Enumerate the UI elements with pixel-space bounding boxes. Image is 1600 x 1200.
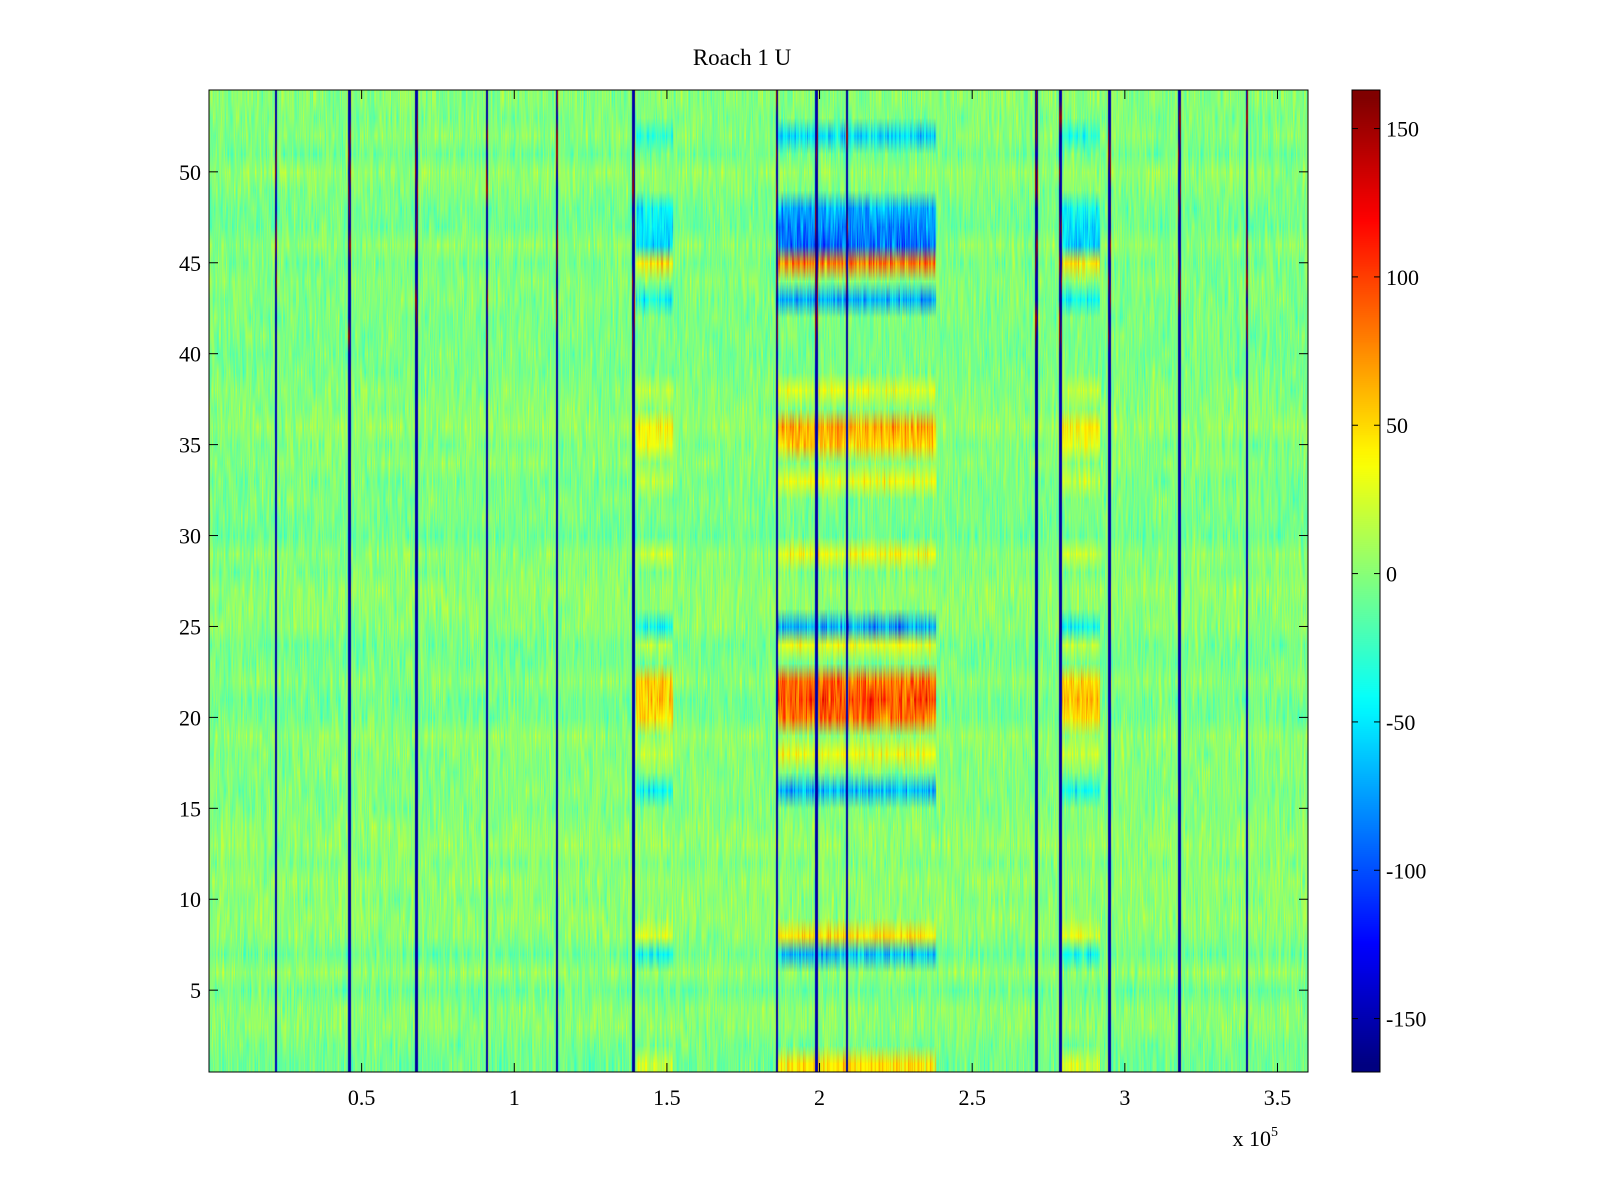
y-tick-label: 10 bbox=[179, 887, 201, 912]
colorbar-tick-label: -150 bbox=[1386, 1007, 1426, 1032]
x-tick-label: 1 bbox=[509, 1085, 520, 1110]
colorbar-tick-label: -100 bbox=[1386, 858, 1426, 883]
x-axis: 0.5 1 1.5 2 2.5 3 3.5 bbox=[348, 90, 1291, 1110]
colorbar-tick-label: 100 bbox=[1386, 265, 1419, 290]
heatmap-image bbox=[209, 90, 1308, 1072]
y-tick-label: 40 bbox=[179, 342, 201, 367]
x-tick-label: 3 bbox=[1119, 1085, 1130, 1110]
y-tick-label: 50 bbox=[179, 160, 201, 185]
y-tick-label: 45 bbox=[179, 251, 201, 276]
colorbar-tick-label: 150 bbox=[1386, 117, 1419, 142]
y-tick-label: 25 bbox=[179, 614, 201, 639]
x-tick-label: 2 bbox=[814, 1085, 825, 1110]
x-tick-label: 3.5 bbox=[1264, 1085, 1292, 1110]
colorbar-tick-label: 0 bbox=[1386, 562, 1397, 587]
x-multiplier-label: x 105 bbox=[1233, 1125, 1279, 1151]
plot-frame bbox=[208, 89, 1309, 1073]
chart-title: Roach 1 U bbox=[693, 45, 792, 70]
colorbar-tick-label: 50 bbox=[1386, 413, 1408, 438]
colorbar-axis: 150 100 50 0 -50 -100 -150 bbox=[1352, 117, 1426, 1032]
x-tick-label: 1.5 bbox=[653, 1085, 681, 1110]
x-tick-label: 0.5 bbox=[348, 1085, 376, 1110]
y-tick-label: 15 bbox=[179, 796, 201, 821]
colorbar-frame bbox=[1351, 89, 1381, 1073]
colorbar bbox=[1351, 89, 1381, 1073]
y-tick-label: 5 bbox=[190, 978, 201, 1003]
y-tick-label: 30 bbox=[179, 524, 201, 549]
colorbar-tick-label: -50 bbox=[1386, 710, 1415, 735]
y-tick-label: 35 bbox=[179, 433, 201, 458]
y-tick-label: 20 bbox=[179, 705, 201, 730]
x-tick-label: 2.5 bbox=[958, 1085, 986, 1110]
y-axis: 5 10 15 20 25 30 35 40 45 50 bbox=[179, 160, 1308, 1003]
